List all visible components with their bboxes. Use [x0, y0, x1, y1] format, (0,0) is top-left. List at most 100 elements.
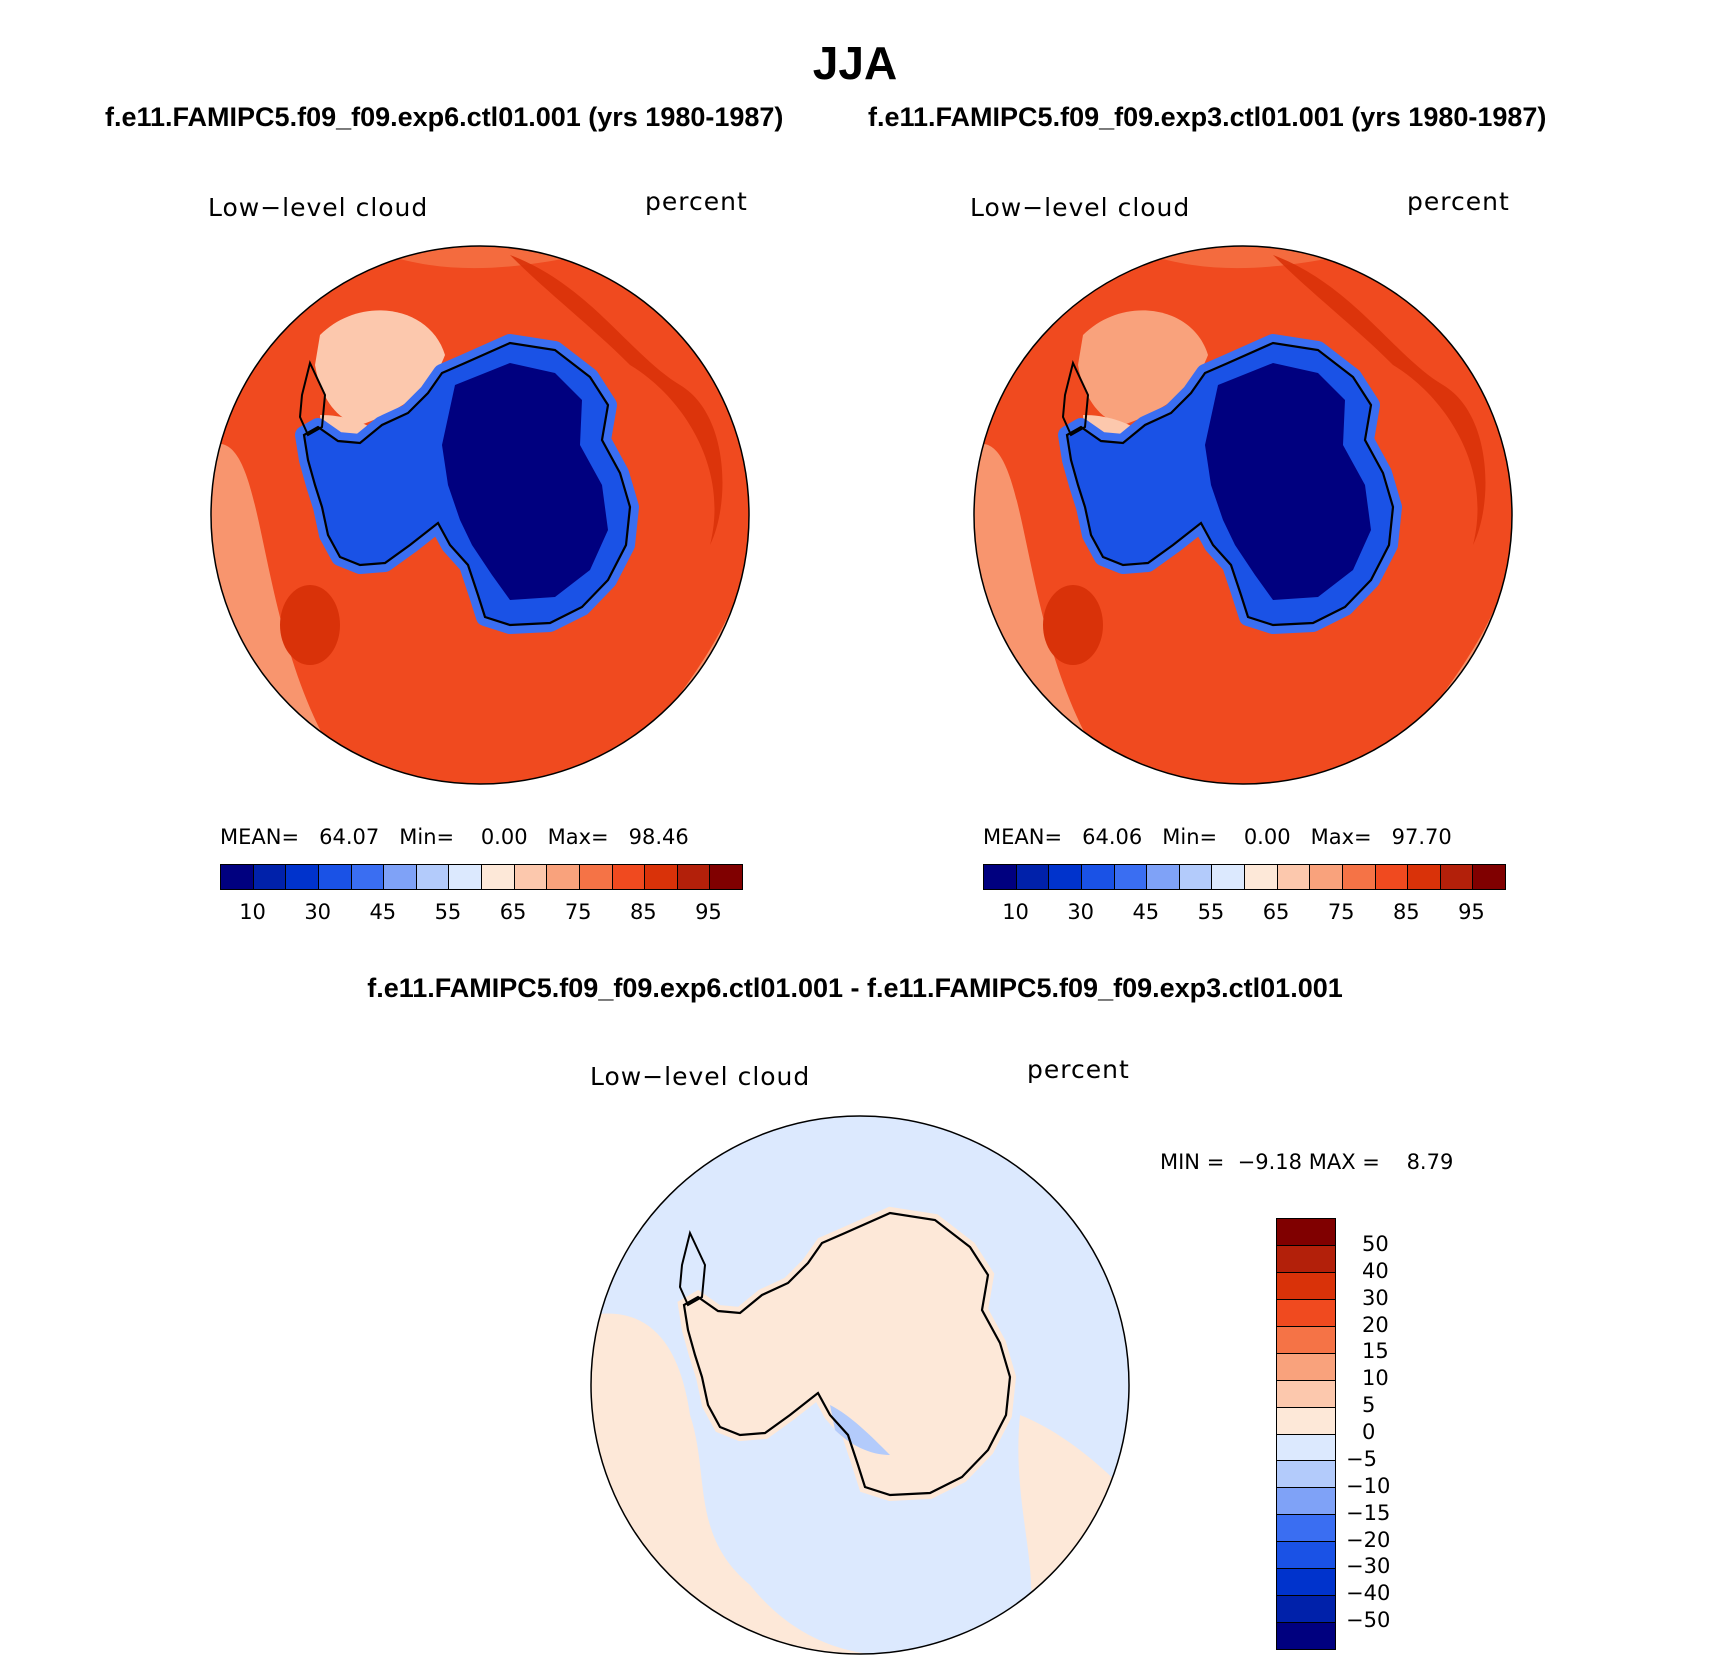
colorbar-swatch	[1277, 1353, 1335, 1381]
colorbar-swatch	[1277, 1245, 1335, 1273]
colorbar-swatch	[1147, 865, 1180, 889]
panel3-max-value: 8.79	[1406, 1150, 1454, 1174]
map-panel-exp3	[973, 245, 1513, 785]
colorbar-swatch	[1081, 865, 1115, 889]
colorbar-swatch	[482, 865, 515, 889]
panel1-max-label: Max=	[547, 825, 609, 849]
colorbar-tick-label: 30	[304, 900, 332, 924]
colorbar-swatch	[710, 865, 742, 889]
panel2-min-label: Min=	[1162, 825, 1218, 849]
colorbar-tick-label: 10	[1002, 900, 1029, 924]
panel2-max-label: Max=	[1310, 825, 1372, 849]
colorbar-difference	[1276, 1218, 1336, 1650]
colorbar-tick-label: 10	[239, 900, 266, 924]
colorbar-swatch	[1408, 865, 1441, 889]
colorbar-swatch	[1179, 865, 1213, 889]
colorbar-swatch	[1277, 865, 1311, 889]
colorbar-swatch	[1277, 1272, 1335, 1300]
colorbar-swatch	[1114, 865, 1148, 889]
colorbar-tick-label: 65	[499, 900, 527, 924]
peninsula-coastline	[298, 360, 327, 437]
colorbar-swatch	[1277, 1569, 1335, 1597]
ice-core	[1205, 363, 1371, 600]
panel3-units-label: percent	[1027, 1055, 1130, 1084]
colorbar-swatch	[984, 865, 1017, 889]
panel1-mean-value: 64.07	[319, 825, 380, 849]
map-panel-difference	[590, 1115, 1130, 1655]
colorbar-swatch	[677, 865, 711, 889]
panel3-max-label: MAX =	[1308, 1150, 1380, 1174]
colorbar-tick-label: 15	[1362, 1339, 1389, 1364]
colorbar-difference-ticks: 50 40 30 20 15 10 5 0 −5 −10 −15 −20 −30 −40 −50	[1346, 1218, 1426, 1648]
page-title: JJA	[812, 37, 898, 89]
colorbar-tick-label: 45	[1132, 900, 1160, 924]
colorbar-swatch	[1375, 865, 1409, 889]
colorbar-swatch	[1342, 865, 1376, 889]
colorbar-tick-label: 30	[1067, 900, 1095, 924]
colorbar-panel1	[220, 864, 743, 890]
colorbar-swatch	[1277, 1326, 1335, 1354]
colorbar-swatch	[1440, 865, 1474, 889]
panel1-units-label: percent	[645, 187, 748, 216]
colorbar-tick-label: 65	[1262, 900, 1290, 924]
diff-negative-patch	[830, 1405, 890, 1455]
colorbar-swatch	[1277, 1434, 1335, 1462]
colorbar-tick-label: 30	[1362, 1285, 1389, 1310]
colorbar-tick-label: 85	[1392, 900, 1420, 924]
coastline	[682, 1211, 1012, 1497]
colorbar-swatch	[384, 865, 417, 889]
colorbar-swatch	[221, 865, 254, 889]
panel2-max-value: 97.70	[1391, 825, 1452, 849]
colorbar-swatch	[318, 865, 352, 889]
colorbar-swatch	[514, 865, 548, 889]
colorbar-swatch	[1277, 1542, 1335, 1570]
colorbar-swatch	[1473, 865, 1505, 889]
colorbar-tick-label: −20	[1346, 1527, 1391, 1552]
map-field	[974, 246, 1512, 784]
colorbar-swatch	[449, 865, 482, 889]
colorbar-swatch	[1277, 1407, 1335, 1435]
panel2-mean-value: 64.06	[1082, 825, 1143, 849]
dark-band	[1273, 255, 1486, 545]
colorbar-panel1-ticks: 10 30 45 55 65 75 85 95	[220, 900, 741, 926]
colorbar-swatch	[1277, 1299, 1335, 1327]
colorbar-tick-label: 40	[1362, 1258, 1389, 1283]
colorbar-tick-label: −5	[1346, 1446, 1377, 1471]
map-panel-exp6	[210, 245, 750, 785]
colorbar-tick-label: −15	[1346, 1500, 1391, 1525]
colorbar-panel2	[983, 864, 1506, 890]
left-panel-subtitle: f.e11.FAMIPC5.f09_f09.exp6.ctl01.001 (yr…	[105, 102, 784, 132]
colorbar-swatch	[1277, 1488, 1335, 1516]
colorbar-swatch	[1016, 865, 1050, 889]
colorbar-swatch	[253, 865, 287, 889]
colorbar-tick-label: 5	[1362, 1393, 1376, 1418]
colorbar-swatch	[1277, 1380, 1335, 1408]
peninsula-coastline	[1061, 360, 1090, 437]
colorbar-tick-label: 50	[1362, 1231, 1389, 1256]
colorbar-swatch	[1277, 1219, 1335, 1246]
colorbar-swatch	[612, 865, 646, 889]
colorbar-tick-label: 45	[369, 900, 397, 924]
coastline	[1065, 341, 1395, 627]
colorbar-swatch	[286, 865, 319, 889]
dark-patch	[1043, 585, 1103, 665]
map-border	[973, 245, 1513, 785]
colorbar-panel2-ticks: 10 30 45 55 65 75 85 95	[983, 900, 1504, 926]
colorbar-swatch	[1277, 1596, 1335, 1624]
colorbar-swatch	[1049, 865, 1082, 889]
panel2-units-label: percent	[1407, 187, 1510, 216]
map-border	[210, 245, 750, 785]
colorbar-tick-label: −10	[1346, 1473, 1391, 1498]
panel3-stats: MIN = −9.18 MAX = 8.79	[1160, 1150, 1453, 1174]
panel1-max-value: 98.46	[628, 825, 689, 849]
colorbar-swatch	[416, 865, 450, 889]
colorbar-tick-label: 55	[1197, 900, 1225, 924]
panel2-variable-label: Low−level cloud	[970, 193, 1191, 222]
panel2-stats: MEAN= 64.06 Min= 0.00 Max= 97.70	[983, 825, 1452, 849]
colorbar-tick-label: 55	[434, 900, 462, 924]
panel1-stats: MEAN= 64.07 Min= 0.00 Max= 98.46	[220, 825, 689, 849]
panel3-min-label: MIN =	[1160, 1150, 1225, 1174]
colorbar-swatch	[1245, 865, 1278, 889]
colorbar-swatch	[351, 865, 385, 889]
colorbar-swatch	[579, 865, 613, 889]
